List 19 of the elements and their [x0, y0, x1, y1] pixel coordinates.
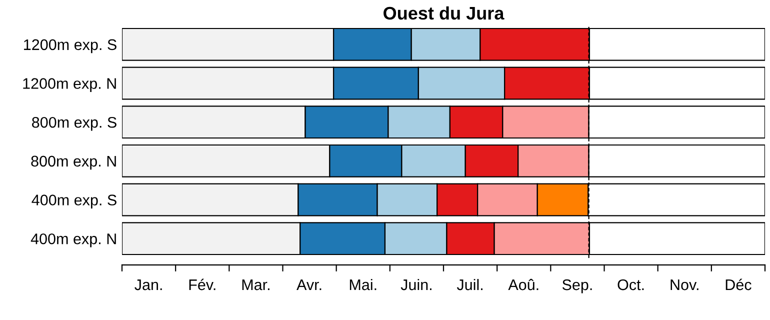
- text: Nov.: [670, 280, 698, 290]
- y-tick-label: 1200m exp. N: [23, 78, 116, 92]
- text: Juin.: [400, 278, 432, 290]
- text: Fév.: [189, 278, 216, 290]
- y-tick-label: 400m exp. S: [32, 194, 116, 208]
- y-tick-label: 800m exp. N: [31, 156, 116, 170]
- text: Juil.: [456, 278, 482, 290]
- text: Avr.: [296, 280, 322, 290]
- text: Mar.: [242, 280, 270, 290]
- text: Sep.: [562, 279, 592, 294]
- y-tick-label: 400m exp. N: [30, 233, 116, 248]
- text: Déc: [726, 278, 752, 290]
- text: Mai.: [350, 278, 376, 290]
- y-tick-label: 800m exp. S: [32, 116, 116, 131]
- text: Aoû.: [508, 278, 538, 290]
- text: Jan.: [134, 280, 162, 290]
- y-tick-label: 1200m exp. S: [24, 39, 116, 54]
- text: Oct.: [618, 279, 644, 290]
- chart-title: Ouest du Jura: [384, 6, 504, 20]
